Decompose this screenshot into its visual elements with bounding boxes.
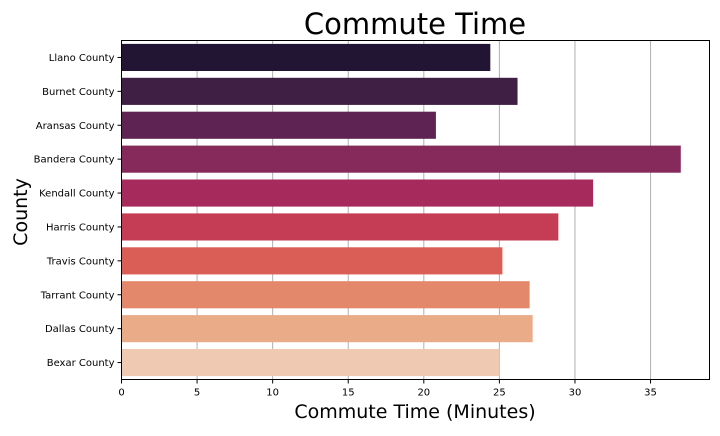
x-tick-label: 35 xyxy=(644,388,657,399)
y-tick-label: Dallas County xyxy=(45,324,115,335)
plot-frame xyxy=(121,40,710,380)
x-tick-labels: 0 5 10 15 20 25 30 35 xyxy=(118,379,657,399)
bar xyxy=(121,213,559,241)
bar xyxy=(121,43,491,72)
x-tick-label: 20 xyxy=(417,388,430,399)
y-tick-label: Travis County xyxy=(46,256,115,267)
x-tick-label: 5 xyxy=(194,388,200,399)
x-tick-label: 10 xyxy=(266,388,279,399)
y-tick-labels: Llano County Burnet County Aransas County B… xyxy=(34,53,122,369)
y-tick-label: Tarrant County xyxy=(40,290,115,301)
bar xyxy=(121,281,530,309)
y-axis-label: County xyxy=(10,178,32,246)
bar xyxy=(121,247,503,275)
y-tick-label: Bexar County xyxy=(47,358,115,369)
bar xyxy=(121,111,436,139)
chart-title: Commute Time xyxy=(304,7,526,41)
bar xyxy=(121,145,681,173)
bar xyxy=(121,77,518,105)
y-tick-label: Burnet County xyxy=(42,87,114,98)
x-tick-label: 30 xyxy=(569,388,582,399)
y-tick-label: Harris County xyxy=(46,222,115,233)
bar xyxy=(121,179,594,207)
y-tick-label: Bandera County xyxy=(34,155,115,166)
y-tick-label: Kendall County xyxy=(39,189,114,200)
x-tick-label: 25 xyxy=(493,388,506,399)
x-tick-label: 15 xyxy=(342,388,355,399)
bar xyxy=(121,348,500,377)
bar xyxy=(121,315,533,343)
y-tick-label: Llano County xyxy=(49,53,115,64)
y-tick-label: Aransas County xyxy=(36,121,115,132)
x-axis-label: Commute Time (Minutes) xyxy=(294,401,535,423)
bars xyxy=(121,43,681,377)
x-tick-label: 0 xyxy=(118,388,124,399)
